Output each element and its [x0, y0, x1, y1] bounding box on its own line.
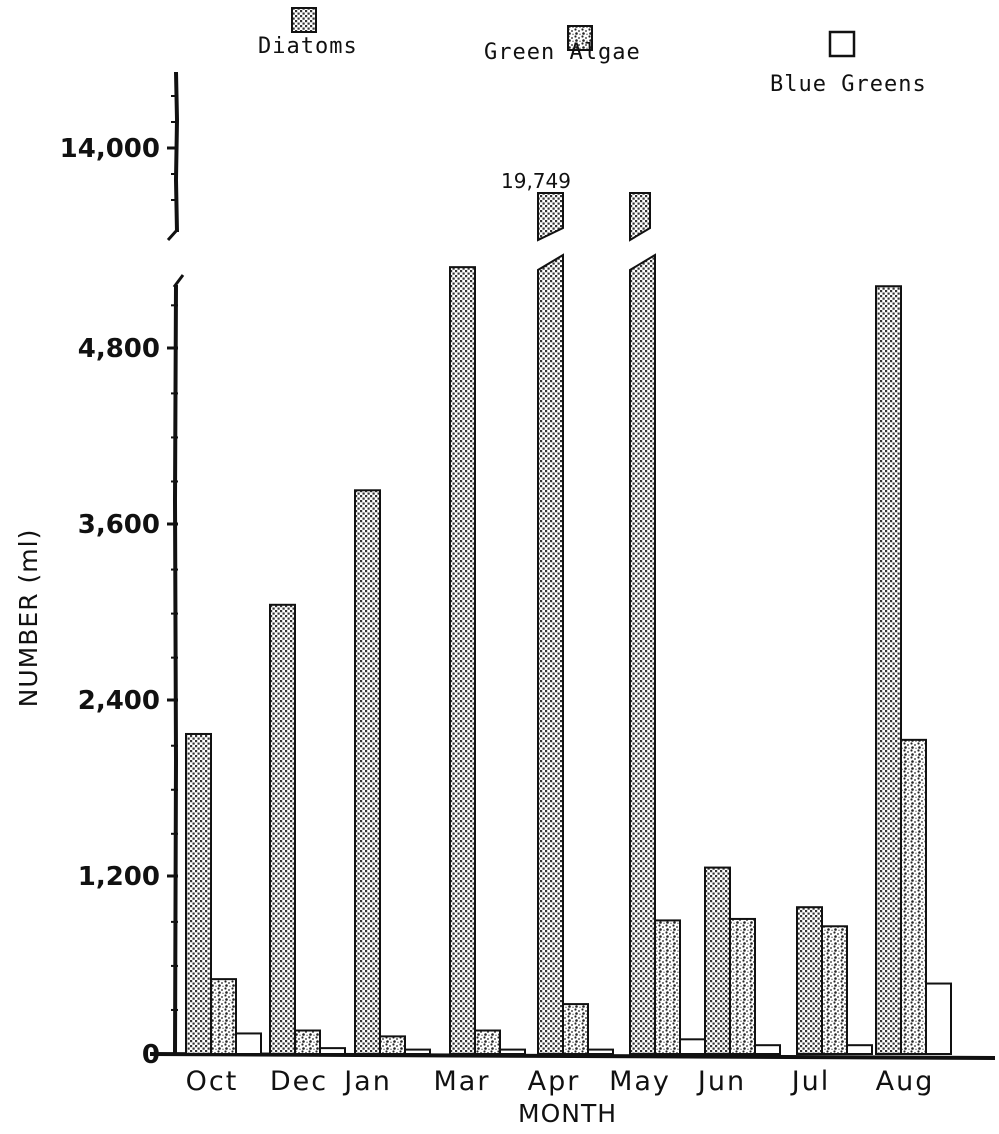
- bar-blue-greens-may: [679, 1038, 706, 1055]
- x-tick-label-jun: Jun: [696, 1066, 746, 1097]
- bar-diatoms-mar: [449, 266, 476, 1056]
- y-tick-label: 1,200: [78, 862, 160, 892]
- bar-green-algae-mar: [474, 1029, 501, 1055]
- bar-green-algae-aug: [900, 738, 927, 1056]
- x-tick-label-oct: Oct: [186, 1066, 239, 1097]
- bar-green-algae-apr: [562, 1003, 589, 1056]
- legend-swatch-green-algae: [567, 25, 593, 51]
- bar-diatoms-may-upper: [629, 192, 651, 242]
- y-tick-label: 14,000: [60, 134, 160, 164]
- legend-label-diatoms: Diatoms: [258, 34, 358, 59]
- bar-blue-greens-apr: [587, 1048, 614, 1055]
- x-tick-label-aug: Aug: [876, 1066, 935, 1097]
- legend-swatch-blue-greens: [828, 30, 856, 58]
- bar-blue-greens-jan: [404, 1048, 431, 1055]
- legend: Diatoms Green Algae Blue Greens: [258, 7, 927, 97]
- bar-diatoms-may: [629, 253, 656, 1055]
- bar-blue-greens-jul: [846, 1044, 873, 1056]
- bar-blue-greens-oct: [235, 1032, 262, 1055]
- x-tick-label-dec: Dec: [270, 1066, 328, 1097]
- bars: [185, 192, 952, 1056]
- x-tick-label-apr: Apr: [528, 1066, 581, 1097]
- legend-label-green-algae: Green Algae: [484, 40, 641, 65]
- bar-green-algae-jul: [821, 925, 848, 1055]
- bar-green-algae-dec: [294, 1029, 321, 1055]
- y-axis-title: NUMBER (ml): [14, 529, 43, 708]
- bar-green-algae-may: [654, 919, 681, 1055]
- bar-diatoms-jun: [704, 866, 731, 1056]
- y-tick-label: 4,800: [78, 334, 160, 364]
- bar-green-algae-oct: [210, 978, 237, 1056]
- x-tick-labels: Oct Dec Jan Mar Apr May Jun Jul Aug: [186, 1066, 935, 1097]
- bar-blue-greens-mar: [499, 1048, 526, 1055]
- bar-diatoms-oct: [185, 732, 212, 1055]
- bar-diatoms-apr-upper: [537, 192, 564, 242]
- bar-diatoms-jan: [354, 489, 381, 1055]
- legend-swatch-diatoms: [291, 7, 317, 33]
- x-tick-label-mar: Mar: [434, 1066, 491, 1097]
- y-axis-line-lower: [172, 284, 179, 1055]
- y-axis-break-upper: [166, 228, 179, 242]
- bar-diatoms-jul: [796, 906, 823, 1056]
- x-axis-title: MONTH: [518, 1099, 617, 1128]
- x-tick-label-jan: Jan: [342, 1066, 392, 1097]
- bar-blue-greens-dec: [319, 1047, 346, 1056]
- annotation-apr-value: 19,749: [501, 169, 571, 193]
- y-tick-label: 2,400: [78, 686, 160, 716]
- bar-green-algae-jan: [379, 1035, 406, 1056]
- bar-blue-greens-aug: [925, 982, 952, 1056]
- y-tick-label: 3,600: [78, 510, 160, 540]
- bar-diatoms-aug: [875, 285, 902, 1055]
- x-tick-label-jul: Jul: [790, 1066, 831, 1097]
- bar-diatoms-apr: [537, 253, 564, 1055]
- bar-diatoms-dec: [269, 603, 296, 1055]
- legend-label-blue-greens: Blue Greens: [770, 72, 927, 97]
- bar-blue-greens-jun: [754, 1044, 781, 1056]
- x-tick-label-may: May: [609, 1066, 671, 1097]
- bar-green-algae-jun: [729, 917, 756, 1055]
